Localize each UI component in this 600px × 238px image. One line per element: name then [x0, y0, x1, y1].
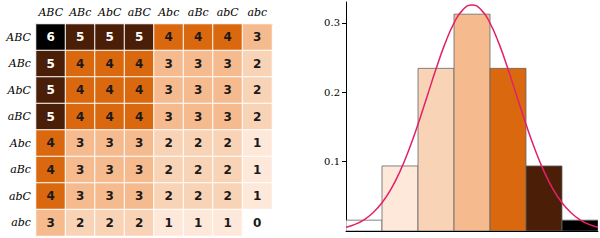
svg-text:3: 3	[224, 83, 232, 97]
svg-text:2: 2	[253, 110, 261, 124]
svg-text:4: 4	[76, 110, 84, 124]
svg-text:5: 5	[135, 30, 143, 44]
svg-text:Abc: Abc	[9, 137, 31, 150]
svg-text:3: 3	[135, 163, 143, 177]
svg-text:aBC: aBC	[8, 110, 32, 123]
svg-text:Abc: Abc	[157, 6, 179, 19]
svg-text:abC: abC	[9, 190, 32, 203]
svg-text:4: 4	[47, 189, 55, 203]
svg-text:4: 4	[135, 83, 143, 97]
svg-text:3: 3	[224, 110, 232, 124]
svg-text:0: 0	[253, 216, 261, 230]
svg-text:1: 1	[253, 163, 261, 177]
svg-text:3: 3	[135, 189, 143, 203]
svg-text:3: 3	[135, 136, 143, 150]
svg-text:3: 3	[165, 110, 173, 124]
svg-text:3: 3	[76, 136, 84, 150]
svg-text:3: 3	[224, 57, 232, 71]
svg-text:abc: abc	[247, 6, 267, 19]
svg-text:1: 1	[253, 136, 261, 150]
svg-text:aBC: aBC	[128, 6, 152, 19]
svg-text:4: 4	[106, 110, 114, 124]
svg-text:2: 2	[106, 216, 114, 230]
svg-text:5: 5	[47, 110, 55, 124]
svg-text:3: 3	[47, 216, 55, 230]
svg-text:2: 2	[165, 163, 173, 177]
svg-text:AbC: AbC	[7, 84, 32, 97]
svg-text:3: 3	[194, 57, 202, 71]
svg-text:4: 4	[47, 136, 55, 150]
svg-text:4: 4	[76, 83, 84, 97]
svg-text:aBc: aBc	[188, 6, 209, 19]
svg-text:3: 3	[106, 189, 114, 203]
svg-text:2: 2	[165, 189, 173, 203]
svg-text:1: 1	[194, 216, 202, 230]
svg-text:ABC: ABC	[37, 6, 63, 19]
svg-text:4: 4	[106, 57, 114, 71]
svg-text:ABc: ABc	[8, 57, 31, 70]
svg-text:2: 2	[194, 189, 202, 203]
svg-text:2: 2	[194, 136, 202, 150]
svg-text:3: 3	[76, 189, 84, 203]
svg-text:5: 5	[47, 83, 55, 97]
svg-text:5: 5	[76, 30, 84, 44]
svg-text:3: 3	[253, 30, 261, 44]
svg-text:2: 2	[224, 189, 232, 203]
svg-text:2: 2	[135, 216, 143, 230]
svg-text:2: 2	[253, 57, 261, 71]
svg-text:abC: abC	[217, 6, 240, 19]
svg-text:3: 3	[165, 83, 173, 97]
svg-text:3: 3	[76, 163, 84, 177]
svg-text:1: 1	[224, 216, 232, 230]
svg-text:4: 4	[165, 30, 173, 44]
svg-text:ABc: ABc	[68, 6, 91, 19]
svg-text:1: 1	[253, 189, 261, 203]
svg-text:AbC: AbC	[97, 6, 122, 19]
svg-text:6: 6	[47, 30, 55, 44]
svg-text:2: 2	[224, 136, 232, 150]
svg-text:abc: abc	[11, 216, 31, 229]
svg-text:0.3: 0.3	[324, 17, 340, 28]
svg-text:4: 4	[194, 30, 202, 44]
svg-text:4: 4	[135, 57, 143, 71]
svg-text:4: 4	[135, 110, 143, 124]
svg-text:2: 2	[253, 83, 261, 97]
svg-text:4: 4	[224, 30, 232, 44]
svg-text:1: 1	[165, 216, 173, 230]
svg-text:ABC: ABC	[5, 31, 31, 44]
svg-text:2: 2	[76, 216, 84, 230]
svg-text:aBc: aBc	[10, 163, 31, 176]
svg-text:4: 4	[106, 83, 114, 97]
svg-text:2: 2	[165, 136, 173, 150]
svg-text:2: 2	[224, 163, 232, 177]
svg-text:3: 3	[194, 110, 202, 124]
svg-text:5: 5	[47, 57, 55, 71]
svg-text:3: 3	[165, 57, 173, 71]
svg-text:0.2: 0.2	[324, 87, 340, 98]
svg-text:3: 3	[106, 136, 114, 150]
svg-text:3: 3	[194, 83, 202, 97]
svg-text:0.1: 0.1	[324, 156, 340, 167]
svg-text:2: 2	[194, 163, 202, 177]
svg-text:5: 5	[106, 30, 114, 44]
svg-text:4: 4	[76, 57, 84, 71]
svg-text:4: 4	[47, 163, 55, 177]
svg-text:3: 3	[106, 163, 114, 177]
